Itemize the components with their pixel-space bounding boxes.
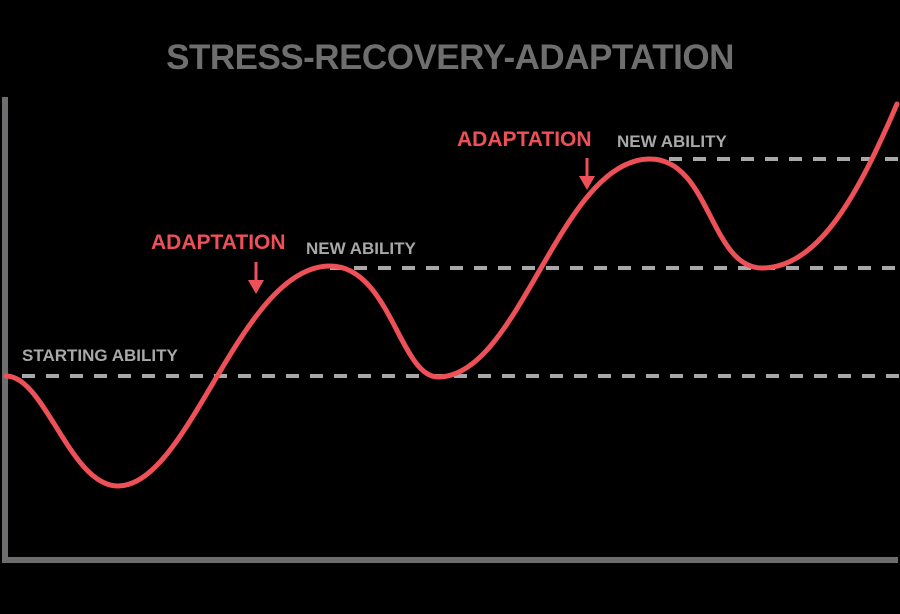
new-ability-label-2: NEW ABILITY bbox=[617, 132, 728, 151]
adaptation-label-1: ADAPTATION bbox=[151, 231, 286, 254]
adaptation-arrow-2 bbox=[579, 158, 595, 190]
adaptation-arrow-1 bbox=[248, 262, 264, 294]
new-ability-label-1: NEW ABILITY bbox=[306, 239, 417, 258]
diagram-title: STRESS-RECOVERY-ADAPTATION bbox=[166, 38, 734, 77]
ability-curve bbox=[3, 101, 900, 489]
starting-ability-label: STARTING ABILITY bbox=[22, 346, 178, 365]
adaptation-label-2: ADAPTATION bbox=[457, 128, 592, 151]
